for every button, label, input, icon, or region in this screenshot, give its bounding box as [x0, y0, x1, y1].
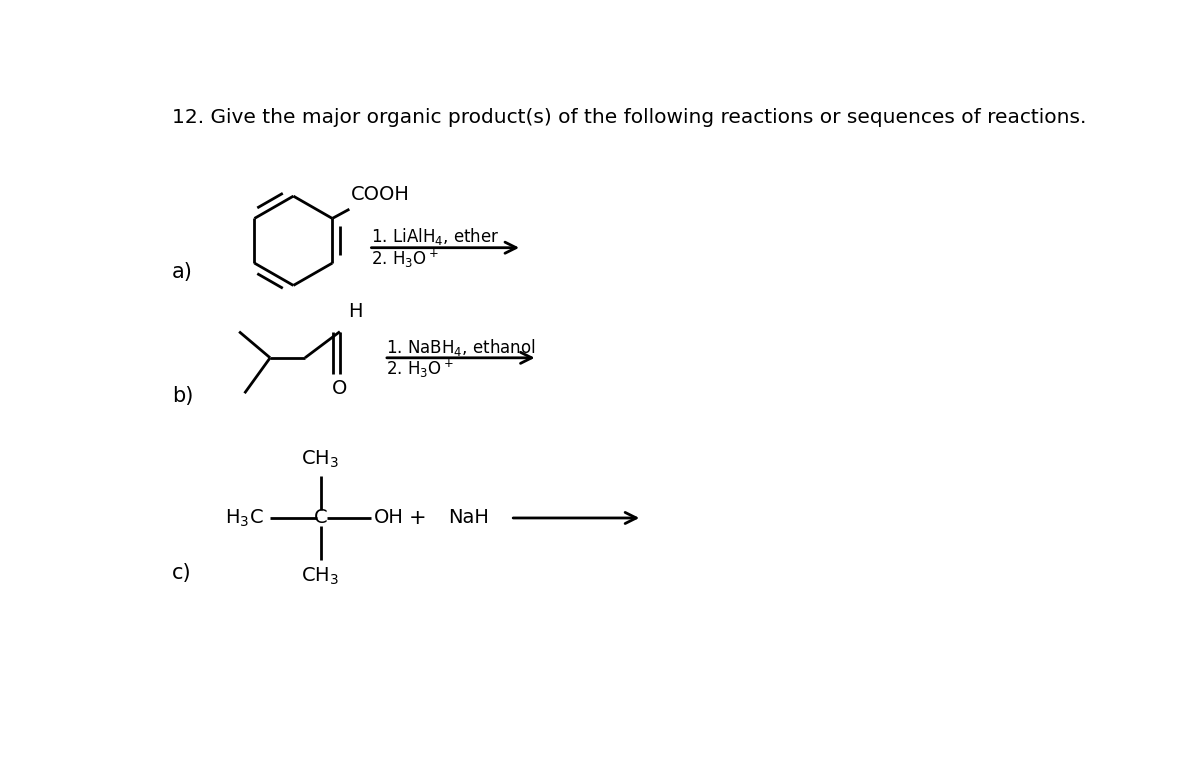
Text: 1. LiAlH$_4$, ether: 1. LiAlH$_4$, ether	[371, 227, 499, 247]
Text: O: O	[331, 379, 347, 398]
Text: H$_3$C: H$_3$C	[226, 508, 264, 528]
Text: a): a)	[172, 262, 192, 282]
Text: H: H	[348, 302, 362, 321]
Text: CH$_3$: CH$_3$	[301, 449, 340, 470]
Text: +: +	[408, 508, 426, 528]
Text: 12. Give the major organic product(s) of the following reactions or sequences of: 12. Give the major organic product(s) of…	[172, 108, 1086, 127]
Text: CH$_3$: CH$_3$	[301, 566, 340, 587]
Text: 2. H$_3$O$^+$: 2. H$_3$O$^+$	[386, 357, 454, 379]
Text: b): b)	[172, 386, 193, 406]
Text: COOH: COOH	[350, 185, 409, 204]
Text: NaH: NaH	[449, 508, 490, 528]
Text: 1. NaBH$_4$, ethanol: 1. NaBH$_4$, ethanol	[386, 336, 536, 358]
Text: OH: OH	[374, 508, 404, 528]
Text: C: C	[313, 508, 328, 528]
Text: 2. H$_3$O$^+$: 2. H$_3$O$^+$	[371, 247, 439, 270]
Text: c): c)	[172, 564, 191, 584]
